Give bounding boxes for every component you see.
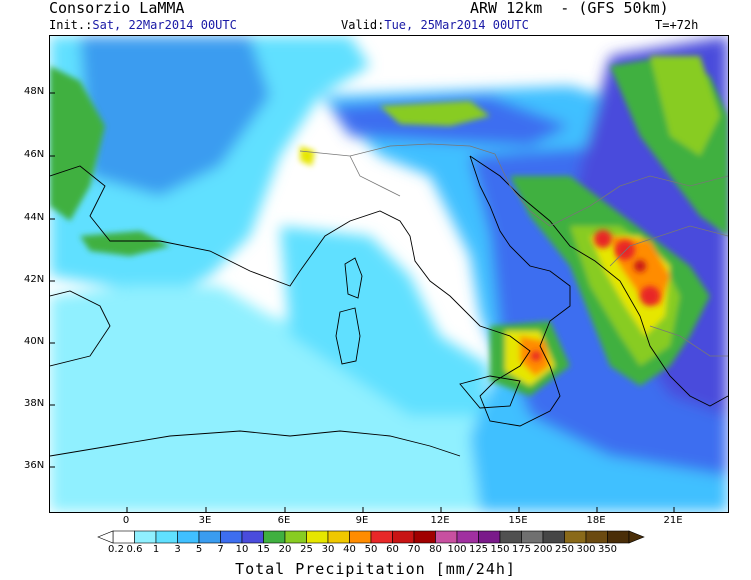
colorbar-swatch — [499, 530, 522, 544]
colorbar-swatch — [585, 530, 608, 544]
colorbar-label: 15 — [257, 544, 270, 555]
colorbar-label: 80 — [429, 544, 442, 555]
colorbar-swatch — [220, 530, 243, 544]
colorbar-left-arrow — [97, 530, 114, 544]
colorbar-label: 25 — [300, 544, 313, 555]
colorbar-swatch — [177, 530, 200, 544]
colorbar-label: 7 — [217, 544, 224, 555]
colorbar-swatch — [306, 530, 329, 544]
colorbar-swatch — [607, 530, 630, 544]
colorbar-label: 30 — [321, 544, 335, 555]
init-value: Sat, 22Mar2014 00UTC — [92, 18, 237, 32]
colorbar-swatch — [435, 530, 458, 544]
org-title: Consorzio LaMMA — [49, 0, 185, 17]
colorbar-label: 350 — [597, 544, 618, 555]
colorbar-label: 250 — [554, 544, 575, 555]
colorbar-swatch — [370, 530, 393, 544]
colorbar-swatch — [241, 530, 264, 544]
colorbar-label: 125 — [468, 544, 489, 555]
colorbar-label: 3 — [174, 544, 181, 555]
colorbar-label: 300 — [576, 544, 596, 555]
colorbar-title: Total Precipitation [mm/24h] — [235, 560, 516, 578]
init-time: Init.:Sat, 22Mar2014 00UTC — [49, 19, 237, 32]
colorbar — [97, 530, 645, 544]
lat-label: 46N — [24, 149, 45, 160]
colorbar-label: 10 — [235, 544, 249, 555]
colorbar-swatch — [521, 530, 544, 544]
init-label: Init.: — [49, 18, 93, 32]
borders — [299, 143, 728, 357]
colorbar-swatch — [478, 530, 501, 544]
lon-label: 9E — [355, 515, 369, 526]
lat-label: 36N — [24, 460, 45, 471]
colorbar-label: 20 — [278, 544, 292, 555]
colorbar-swatch — [284, 530, 307, 544]
colorbar-swatch — [542, 530, 565, 544]
precipitation-map — [49, 35, 729, 513]
colorbar-label: 0.2 — [108, 544, 124, 555]
lat-label: 40N — [24, 336, 45, 347]
valid-label: Valid: — [341, 18, 385, 32]
lon-label: 3E — [198, 515, 212, 526]
lon-label: 18E — [586, 515, 606, 526]
colorbar-right-arrow — [628, 530, 645, 544]
colorbar-swatch — [392, 530, 415, 544]
lat-label: 38N — [24, 398, 45, 409]
colorbar-swatch — [564, 530, 587, 544]
valid-value: Tue, 25Mar2014 00UTC — [384, 18, 529, 32]
valid-time: Valid:Tue, 25Mar2014 00UTC — [341, 19, 529, 32]
lat-label: 48N — [24, 86, 45, 97]
colorbar-swatch — [198, 530, 221, 544]
forecast-step: T=+72h — [655, 18, 699, 32]
colorbar-swatch — [134, 530, 157, 544]
lon-label: 15E — [508, 515, 528, 526]
lon-label: 21E — [663, 515, 683, 526]
lon-label: 6E — [277, 515, 291, 526]
lat-lon-ticks — [50, 92, 675, 512]
colorbar-label: 150 — [490, 544, 510, 555]
colorbar-swatch — [413, 530, 436, 544]
lon-label: 12E — [430, 515, 450, 526]
colorbar-swatch — [155, 530, 178, 544]
colorbar-label: 40 — [343, 544, 356, 555]
coastlines — [50, 155, 728, 457]
colorbar-label: 0.6 — [126, 544, 143, 555]
model-title: ARW 12km - (GFS 50km) — [470, 0, 669, 17]
colorbar-label: 50 — [364, 544, 378, 555]
lat-label: 42N — [24, 274, 45, 285]
colorbar-swatch — [327, 530, 350, 544]
lat-label: 44N — [24, 212, 45, 223]
colorbar-swatch — [456, 530, 479, 544]
lon-label: 0 — [122, 515, 130, 526]
colorbar-label: 60 — [386, 544, 399, 555]
colorbar-label: 1 — [152, 544, 160, 555]
colorbar-swatch — [349, 530, 372, 544]
colorbar-label: 200 — [533, 544, 553, 555]
colorbar-label: 70 — [407, 544, 421, 555]
precipitation-field — [50, 36, 728, 512]
colorbar-swatch — [263, 530, 286, 544]
map-canvas — [50, 36, 728, 512]
colorbar-label: 100 — [447, 544, 467, 555]
colorbar-label: 5 — [195, 544, 203, 555]
colorbar-label: 175 — [511, 544, 532, 555]
colorbar-swatch — [112, 530, 135, 544]
